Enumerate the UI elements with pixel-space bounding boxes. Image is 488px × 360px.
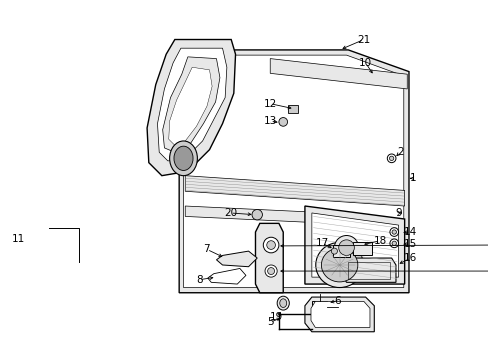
Bar [287, 105, 297, 113]
Polygon shape [305, 206, 404, 284]
Text: 7: 7 [203, 244, 210, 255]
Circle shape [251, 210, 262, 220]
Circle shape [331, 248, 337, 254]
Text: 9: 9 [394, 208, 401, 218]
Circle shape [338, 240, 354, 256]
Polygon shape [157, 48, 226, 161]
Bar [347, 261, 389, 279]
Text: 17: 17 [315, 238, 328, 248]
Circle shape [267, 267, 274, 275]
Circle shape [391, 230, 396, 234]
Circle shape [263, 237, 278, 253]
Polygon shape [185, 176, 404, 206]
Text: 21: 21 [357, 35, 370, 45]
Text: 6: 6 [334, 296, 341, 306]
Bar [332, 245, 349, 257]
Circle shape [388, 156, 393, 161]
Text: 18: 18 [373, 236, 386, 246]
Polygon shape [342, 258, 395, 282]
Polygon shape [179, 50, 408, 293]
Polygon shape [255, 223, 283, 293]
Polygon shape [305, 297, 373, 332]
Circle shape [278, 118, 287, 126]
Polygon shape [216, 251, 257, 267]
Circle shape [391, 241, 396, 246]
Text: 5: 5 [266, 317, 273, 327]
Text: 1: 1 [409, 173, 416, 183]
Bar [352, 242, 371, 255]
Text: 20: 20 [224, 208, 236, 218]
Ellipse shape [174, 146, 193, 171]
Circle shape [264, 265, 277, 277]
Text: 8: 8 [195, 275, 202, 285]
Polygon shape [311, 213, 398, 277]
Ellipse shape [169, 141, 197, 176]
Circle shape [266, 241, 275, 249]
Ellipse shape [315, 242, 363, 288]
Text: 12: 12 [263, 99, 276, 109]
Text: 11: 11 [12, 234, 25, 244]
Polygon shape [270, 59, 407, 89]
Text: 15: 15 [403, 239, 416, 249]
Polygon shape [183, 55, 403, 288]
Polygon shape [147, 40, 235, 176]
Polygon shape [163, 57, 220, 152]
Text: 19: 19 [269, 312, 283, 322]
Ellipse shape [279, 299, 286, 307]
Ellipse shape [321, 248, 357, 282]
Polygon shape [185, 206, 330, 223]
Polygon shape [168, 67, 212, 145]
Text: 14: 14 [403, 227, 416, 237]
Circle shape [334, 235, 358, 260]
Bar [311, 301, 327, 312]
Text: 10: 10 [358, 58, 371, 68]
Text: 2: 2 [396, 147, 403, 157]
Ellipse shape [277, 296, 289, 310]
Text: 13: 13 [263, 116, 276, 126]
Polygon shape [310, 301, 369, 328]
Text: 16: 16 [403, 253, 416, 263]
